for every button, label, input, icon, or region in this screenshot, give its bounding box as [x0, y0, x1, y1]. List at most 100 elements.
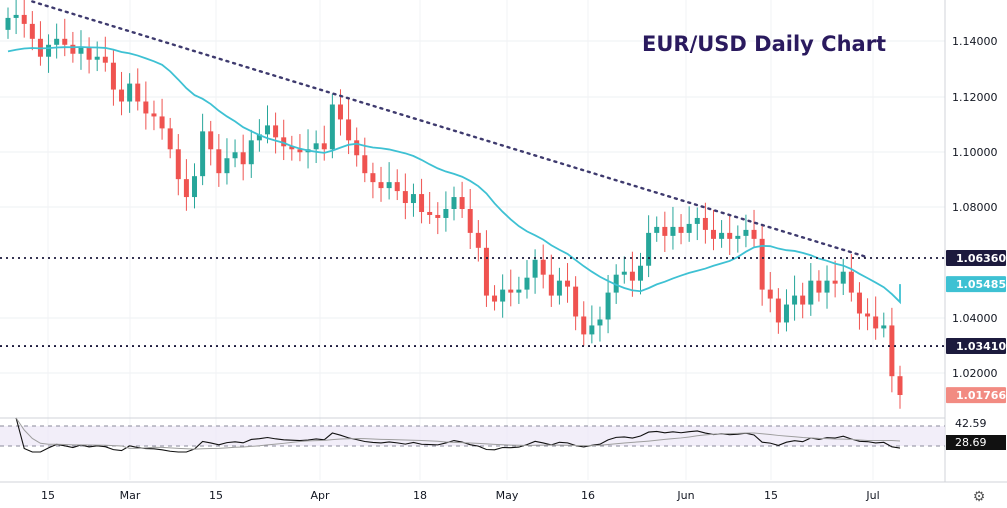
candle-body: [159, 116, 165, 129]
candle-body: [897, 376, 903, 396]
candle-body: [337, 104, 343, 120]
candle-body: [889, 325, 895, 377]
candle-body: [638, 265, 644, 281]
y-tick-label: 1.12000: [952, 91, 998, 104]
y-tick-label: 1.02000: [952, 367, 998, 380]
price-label-box: [946, 249, 1006, 266]
x-tick-label: 15: [764, 489, 778, 502]
x-tick-label: Jun: [676, 489, 694, 502]
candle-body: [248, 140, 254, 165]
candle-body: [46, 44, 52, 57]
candle-body: [151, 113, 157, 117]
candle-body: [427, 211, 433, 215]
candle-body: [435, 214, 441, 218]
candle-body: [792, 295, 798, 305]
candle-body: [273, 125, 279, 138]
x-tick-label: Jul: [865, 489, 879, 502]
candle-body: [313, 143, 319, 150]
candle-body: [629, 271, 635, 281]
candle-body: [224, 158, 230, 174]
candle-body: [710, 229, 716, 239]
candle-body: [621, 271, 627, 275]
candle-body: [110, 62, 116, 90]
candle-body: [232, 152, 238, 159]
candle-body: [816, 280, 822, 293]
candle-body: [483, 247, 489, 296]
candle-body: [597, 319, 603, 326]
candle-body: [865, 313, 871, 317]
candle-body: [459, 197, 465, 209]
candle-body: [402, 191, 408, 204]
candle-body: [735, 235, 741, 239]
rsi-signal-line: [15, 417, 901, 450]
candle-body: [321, 143, 327, 150]
rsi-signal-label: 42.59: [955, 417, 987, 430]
candle-body: [175, 149, 181, 180]
y-tick-label: 1.08000: [952, 201, 998, 214]
candle-body: [800, 295, 806, 305]
candle-body: [167, 128, 173, 150]
candle-body: [556, 280, 562, 296]
candle-body: [808, 280, 814, 305]
chart-title: EUR/USD Daily Chart: [642, 32, 886, 56]
candle-body: [881, 325, 887, 329]
candle-body: [143, 101, 149, 114]
price-label: 1.03410: [956, 340, 1006, 353]
candle-body: [873, 316, 879, 329]
candle-body: [192, 176, 198, 198]
candle-body: [329, 104, 335, 150]
candle-body: [419, 194, 425, 212]
candle-body: [256, 134, 262, 141]
candle-body: [378, 182, 384, 189]
candle-body: [394, 182, 400, 192]
candle-body: [119, 89, 125, 102]
candle-body: [840, 271, 846, 284]
candle-body: [240, 152, 246, 165]
candle-body: [5, 17, 11, 30]
candle-body: [297, 149, 303, 153]
candle-body: [86, 47, 92, 60]
candle-body: [856, 292, 862, 314]
rsi-band: [0, 426, 945, 446]
x-tick-label: 15: [209, 489, 223, 502]
candle-body: [767, 289, 773, 299]
candle-body: [848, 271, 854, 293]
candle-body: [127, 83, 133, 102]
candle-body: [508, 289, 514, 293]
candle-body: [686, 223, 692, 233]
x-tick-label: 18: [413, 489, 427, 502]
candle-body: [135, 83, 141, 102]
candle-body: [751, 229, 757, 239]
candle-body: [443, 209, 449, 218]
candle-body: [386, 182, 392, 189]
price-label-box: [946, 276, 1006, 293]
candle-body: [670, 226, 676, 236]
candle-body: [516, 289, 522, 293]
candle-body: [281, 137, 287, 147]
candle-body: [654, 226, 660, 233]
candle-body: [581, 316, 587, 335]
rsi-value-box: [946, 435, 1006, 450]
candle-body: [78, 47, 84, 54]
candle-body: [500, 289, 506, 302]
price-label: 1.05485: [956, 278, 1006, 291]
candle-body: [208, 131, 214, 150]
rsi-value-label: 28.69: [955, 436, 987, 449]
candle-body: [824, 280, 830, 293]
candle-body: [54, 38, 60, 45]
candle-body: [62, 38, 68, 45]
price-label-box: [946, 338, 1006, 355]
y-tick-label: 1.14000: [952, 35, 998, 48]
candle-body: [354, 140, 360, 156]
candle-body: [540, 259, 546, 275]
candle-body: [94, 56, 100, 60]
candle-body: [183, 179, 189, 198]
candle-body: [264, 125, 270, 135]
gear-icon[interactable]: ⚙: [972, 489, 986, 505]
candle-body: [216, 149, 222, 174]
price-label: 1.06360: [956, 252, 1006, 265]
candle-body: [467, 209, 473, 233]
candle-body: [548, 274, 554, 296]
candle-body: [524, 277, 530, 290]
rsi-line: [15, 417, 901, 453]
